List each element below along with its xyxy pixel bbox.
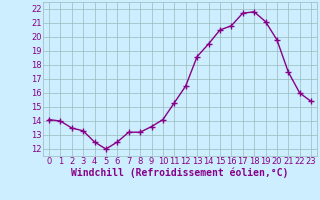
X-axis label: Windchill (Refroidissement éolien,°C): Windchill (Refroidissement éolien,°C) [71, 168, 289, 178]
